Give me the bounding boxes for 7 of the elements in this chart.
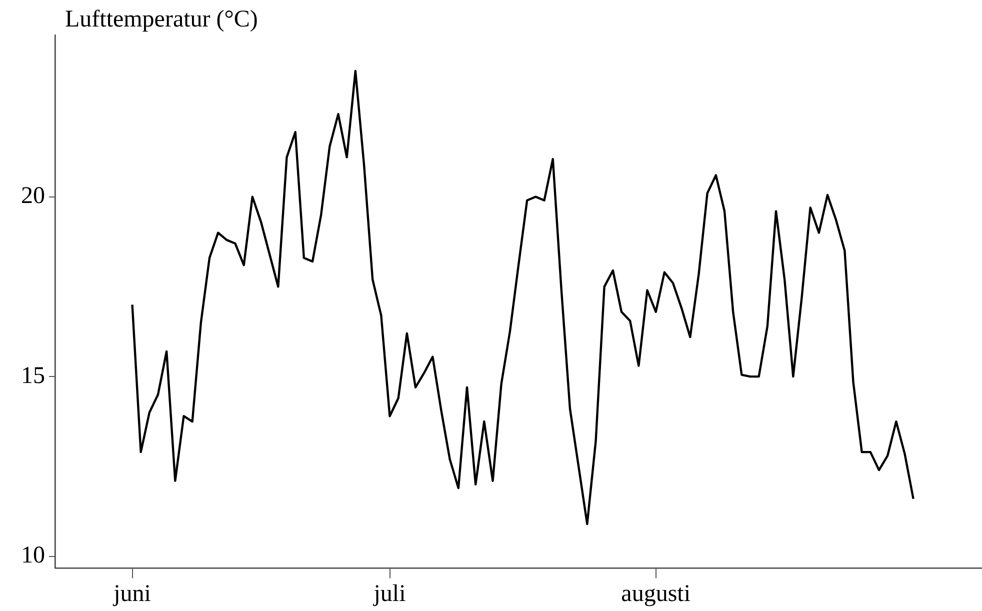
y-tick-label: 20 (21, 183, 45, 210)
x-tick-label: juni (112, 580, 152, 607)
x-tick-label: augusti (621, 580, 691, 607)
y-axis-title: Lufttemperatur (°C) (65, 6, 258, 32)
y-tick-label: 15 (21, 362, 45, 389)
y-tick-label: 10 (21, 542, 45, 569)
x-tick-label: juli (372, 580, 406, 607)
